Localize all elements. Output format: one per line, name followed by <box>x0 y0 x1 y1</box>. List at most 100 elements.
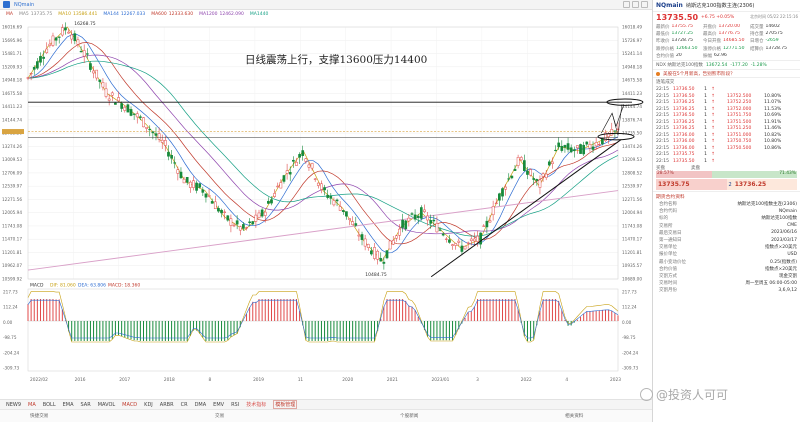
candle <box>192 180 195 188</box>
ask-block[interactable]: 2 13736.25 <box>726 179 797 191</box>
tab-sar[interactable]: SAR <box>80 401 91 408</box>
candle <box>79 51 83 53</box>
last-price: 13735.50 <box>656 12 699 22</box>
trade-link[interactable]: 交易 <box>215 414 225 419</box>
news-banner[interactable]: 美股在5个月新高，告别熊市阶段？ <box>653 69 800 79</box>
candle <box>85 53 89 55</box>
right-axis-label: 14411.23 <box>622 91 642 96</box>
ma-item: MA5 13735.75 <box>18 12 53 17</box>
candle <box>117 97 120 102</box>
related-info-link[interactable]: 相关资料 <box>565 414 584 419</box>
tab-emv[interactable]: EMV <box>213 401 225 408</box>
candle <box>145 126 148 129</box>
candle <box>316 182 320 186</box>
tick-row: 22:15 13736.25 1 ↑ <box>656 100 715 106</box>
projection-zigzag <box>601 104 625 134</box>
candle <box>235 220 239 225</box>
candle <box>107 98 111 101</box>
candle <box>164 140 167 146</box>
right-axis-label: 14675.58 <box>622 78 642 83</box>
candle <box>76 39 80 45</box>
bid-price[interactable]: 13735.75 <box>656 179 727 191</box>
tick-row: 13752.250 1 1.07% <box>727 100 782 106</box>
tick-row: 13752.000 1 1.53% <box>727 106 782 112</box>
tab-rsi[interactable]: RSI <box>231 401 240 408</box>
ask-price: 13736.25 <box>734 181 767 189</box>
candle <box>48 43 52 46</box>
candle <box>544 173 548 178</box>
candle <box>504 186 507 190</box>
tab-template-manage[interactable]: 模板管理 <box>273 400 298 409</box>
bid-ask-quote[interactable]: 13735.75 2 13736.25 <box>656 179 797 191</box>
minimize-button[interactable] <box>623 1 630 8</box>
candle <box>460 245 464 252</box>
tab-cr[interactable]: CR <box>180 401 188 408</box>
candle <box>360 234 364 240</box>
candle <box>26 77 30 79</box>
tab-ema[interactable]: EMA <box>62 401 74 408</box>
candle <box>588 144 592 149</box>
tab-new9[interactable]: NEW9 <box>6 401 22 408</box>
tab-mavol[interactable]: MAVOL <box>97 401 116 408</box>
stat-cell: 昨收价 13728.75 <box>656 38 693 45</box>
candle <box>185 177 189 183</box>
x-axis-label: 2017 <box>119 377 130 383</box>
ma-label[interactable]: MA <box>6 12 13 17</box>
stat-cell: 结算价 13728.75 <box>750 45 787 52</box>
tab-macd[interactable]: MACD <box>122 401 138 408</box>
tab-kdj[interactable]: KDJ <box>144 401 153 408</box>
candle <box>273 193 276 197</box>
candle <box>313 178 317 180</box>
candle <box>513 168 517 171</box>
macd-right-axis-label: 217.73 <box>622 290 637 295</box>
candle <box>188 181 192 188</box>
candle <box>569 147 573 153</box>
candle <box>395 235 398 239</box>
tab-tech-indicators[interactable]: 技术指标 <box>246 402 267 408</box>
candle <box>416 215 420 218</box>
chart-annotation: 日线震荡上行，支撑13600压力14400 <box>245 54 428 66</box>
candle <box>39 56 42 63</box>
candle <box>282 175 286 182</box>
candle <box>95 69 99 79</box>
tick-row: 13751.000 1 0.82% <box>727 132 782 138</box>
x-axis-label: 3 <box>476 377 479 383</box>
last-price-tag <box>2 129 24 135</box>
candle <box>51 35 55 46</box>
right-axis-label: 15241.14 <box>622 51 642 56</box>
candle <box>270 199 273 204</box>
candle <box>522 160 526 171</box>
maximize-button[interactable] <box>632 1 639 8</box>
tab-arbr[interactable]: ARBR <box>159 401 174 408</box>
candle <box>157 133 161 140</box>
candle <box>351 221 355 226</box>
price-axis-label: 14411.23 <box>2 104 22 109</box>
macd-axis-label: -309.73 <box>3 366 19 371</box>
moving-average-line <box>27 26 619 262</box>
close-button[interactable] <box>641 1 648 8</box>
tab-boll[interactable]: BOLL <box>42 401 56 408</box>
candle <box>585 141 589 145</box>
candle <box>463 245 467 250</box>
candle <box>473 238 476 242</box>
index-quote[interactable]: NDX 纳斯达克100指数 13672.54 -177.20 -1.28% <box>653 60 800 69</box>
quick-trade-link[interactable]: 快捷交易 <box>30 414 49 419</box>
tab-dma[interactable]: DMA <box>194 401 207 408</box>
moving-average-line <box>27 54 619 235</box>
candle <box>419 207 423 219</box>
candle <box>448 239 451 243</box>
info-row: 合约名称 纳斯达克100指数主连(2306) <box>659 202 797 208</box>
tab-ma[interactable]: MA <box>28 401 36 408</box>
stock-news-link[interactable]: 个股新闻 <box>400 414 419 419</box>
candle <box>42 56 45 59</box>
candle <box>232 224 236 227</box>
info-row: 最后交易日 2023/06/16 <box>659 230 797 236</box>
candle <box>388 240 392 250</box>
chart-symbol-tab[interactable]: NQmain <box>14 1 35 8</box>
candle <box>457 240 461 243</box>
buy-sell-labels: 买盘 卖盘 <box>656 165 700 171</box>
macd-axis-label: 112.24 <box>3 305 18 310</box>
candle <box>173 162 177 164</box>
candlestick-chart[interactable]: 16016.69 16018.49 15695.96 15726.97 15481.71… <box>0 19 652 399</box>
candle <box>376 250 379 260</box>
